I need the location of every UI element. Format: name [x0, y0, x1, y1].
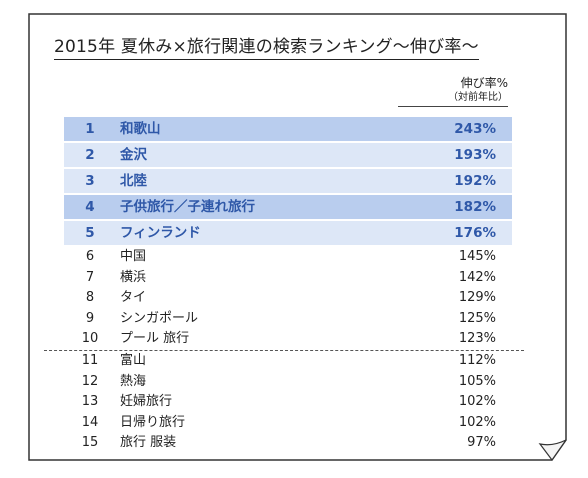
table-row: 6 中国 145% — [64, 247, 512, 268]
pct-cell: 129% — [458, 290, 496, 306]
term-cell: 金沢 — [120, 147, 147, 163]
term-cell: フィンランド — [120, 225, 201, 241]
table-row: 12 熱海 105% — [64, 372, 512, 393]
rank-cell: 15 — [81, 435, 99, 451]
term-cell: 妊婦旅行 — [120, 394, 173, 410]
table-row: 7 横浜 142% — [64, 268, 512, 289]
pct-cell: 105% — [458, 373, 496, 389]
rank-cell: 3 — [85, 173, 95, 189]
rank-cell: 12 — [81, 373, 99, 389]
term-cell: プール 旅行 — [120, 331, 190, 347]
column-header: 伸び率% （対前年比） — [398, 76, 508, 107]
pct-cell: 112% — [458, 352, 496, 368]
rank-cell: 5 — [85, 225, 95, 241]
table-row: 4 子供旅行／子連れ旅行 182% — [64, 195, 512, 219]
table-row: 8 タイ 129% — [64, 288, 512, 309]
rank-cell: 1 — [85, 121, 95, 137]
term-cell: 横浜 — [120, 269, 147, 285]
rank-cell: 13 — [81, 394, 99, 410]
term-cell: タイ — [120, 290, 147, 306]
table-row: 14 日帰り旅行 102% — [64, 413, 512, 434]
pct-cell: 142% — [458, 269, 496, 285]
term-cell: 子供旅行／子連れ旅行 — [120, 199, 255, 215]
growth-rate-sublabel: （対前年比） — [448, 92, 508, 103]
pct-cell: 193% — [454, 147, 496, 163]
term-cell: 和歌山 — [120, 121, 161, 137]
rank-cell: 9 — [85, 310, 95, 326]
pct-cell: 145% — [458, 249, 496, 264]
rank-cell: 10 — [81, 331, 99, 347]
table-row: 5 フィンランド 176% — [64, 221, 512, 245]
pct-cell: 123% — [458, 331, 496, 347]
rank-cell: 11 — [81, 352, 99, 368]
table-row: 10 プール 旅行 123% — [64, 329, 512, 350]
table-row: 9 シンガポール 125% — [64, 309, 512, 330]
rank-cell: 6 — [85, 249, 95, 264]
section-divider — [44, 349, 524, 351]
term-cell: 旅行 服装 — [120, 435, 177, 451]
table-row: 3 北陸 192% — [64, 169, 512, 193]
term-cell: 富山 — [120, 352, 147, 368]
rank-cell: 14 — [81, 414, 99, 430]
term-cell: シンガポール — [120, 310, 199, 326]
pct-cell: 176% — [454, 225, 496, 241]
pct-cell: 125% — [458, 310, 496, 326]
rank-cell: 2 — [85, 147, 95, 163]
pct-cell: 182% — [454, 199, 496, 215]
pct-cell: 192% — [454, 173, 496, 189]
pct-cell: 97% — [467, 435, 496, 451]
pct-cell: 102% — [458, 394, 496, 410]
rank-cell: 7 — [85, 269, 95, 285]
ranking-table: 1 和歌山 243% 2 金沢 193% 3 北陸 192% 4 子供旅行／子連… — [44, 117, 524, 454]
term-cell: 中国 — [120, 249, 147, 264]
page-curl — [538, 439, 567, 462]
pct-cell: 102% — [458, 414, 496, 430]
table-row: 15 旅行 服装 97% — [64, 433, 512, 454]
table-row: 11 富山 112% — [64, 351, 512, 372]
table-row: 2 金沢 193% — [64, 143, 512, 167]
rank-cell: 4 — [85, 199, 95, 215]
page-title: 2015年 夏休み×旅行関連の検索ランキング〜伸び率〜 — [54, 36, 479, 60]
term-cell: 北陸 — [120, 173, 147, 189]
rank-cell: 8 — [85, 290, 95, 306]
table-row: 13 妊婦旅行 102% — [64, 392, 512, 413]
table-row: 1 和歌山 243% — [64, 117, 512, 141]
term-cell: 日帰り旅行 — [120, 414, 186, 430]
growth-rate-label: 伸び率% — [460, 76, 508, 90]
term-cell: 熱海 — [120, 373, 147, 389]
pct-cell: 243% — [454, 121, 496, 137]
